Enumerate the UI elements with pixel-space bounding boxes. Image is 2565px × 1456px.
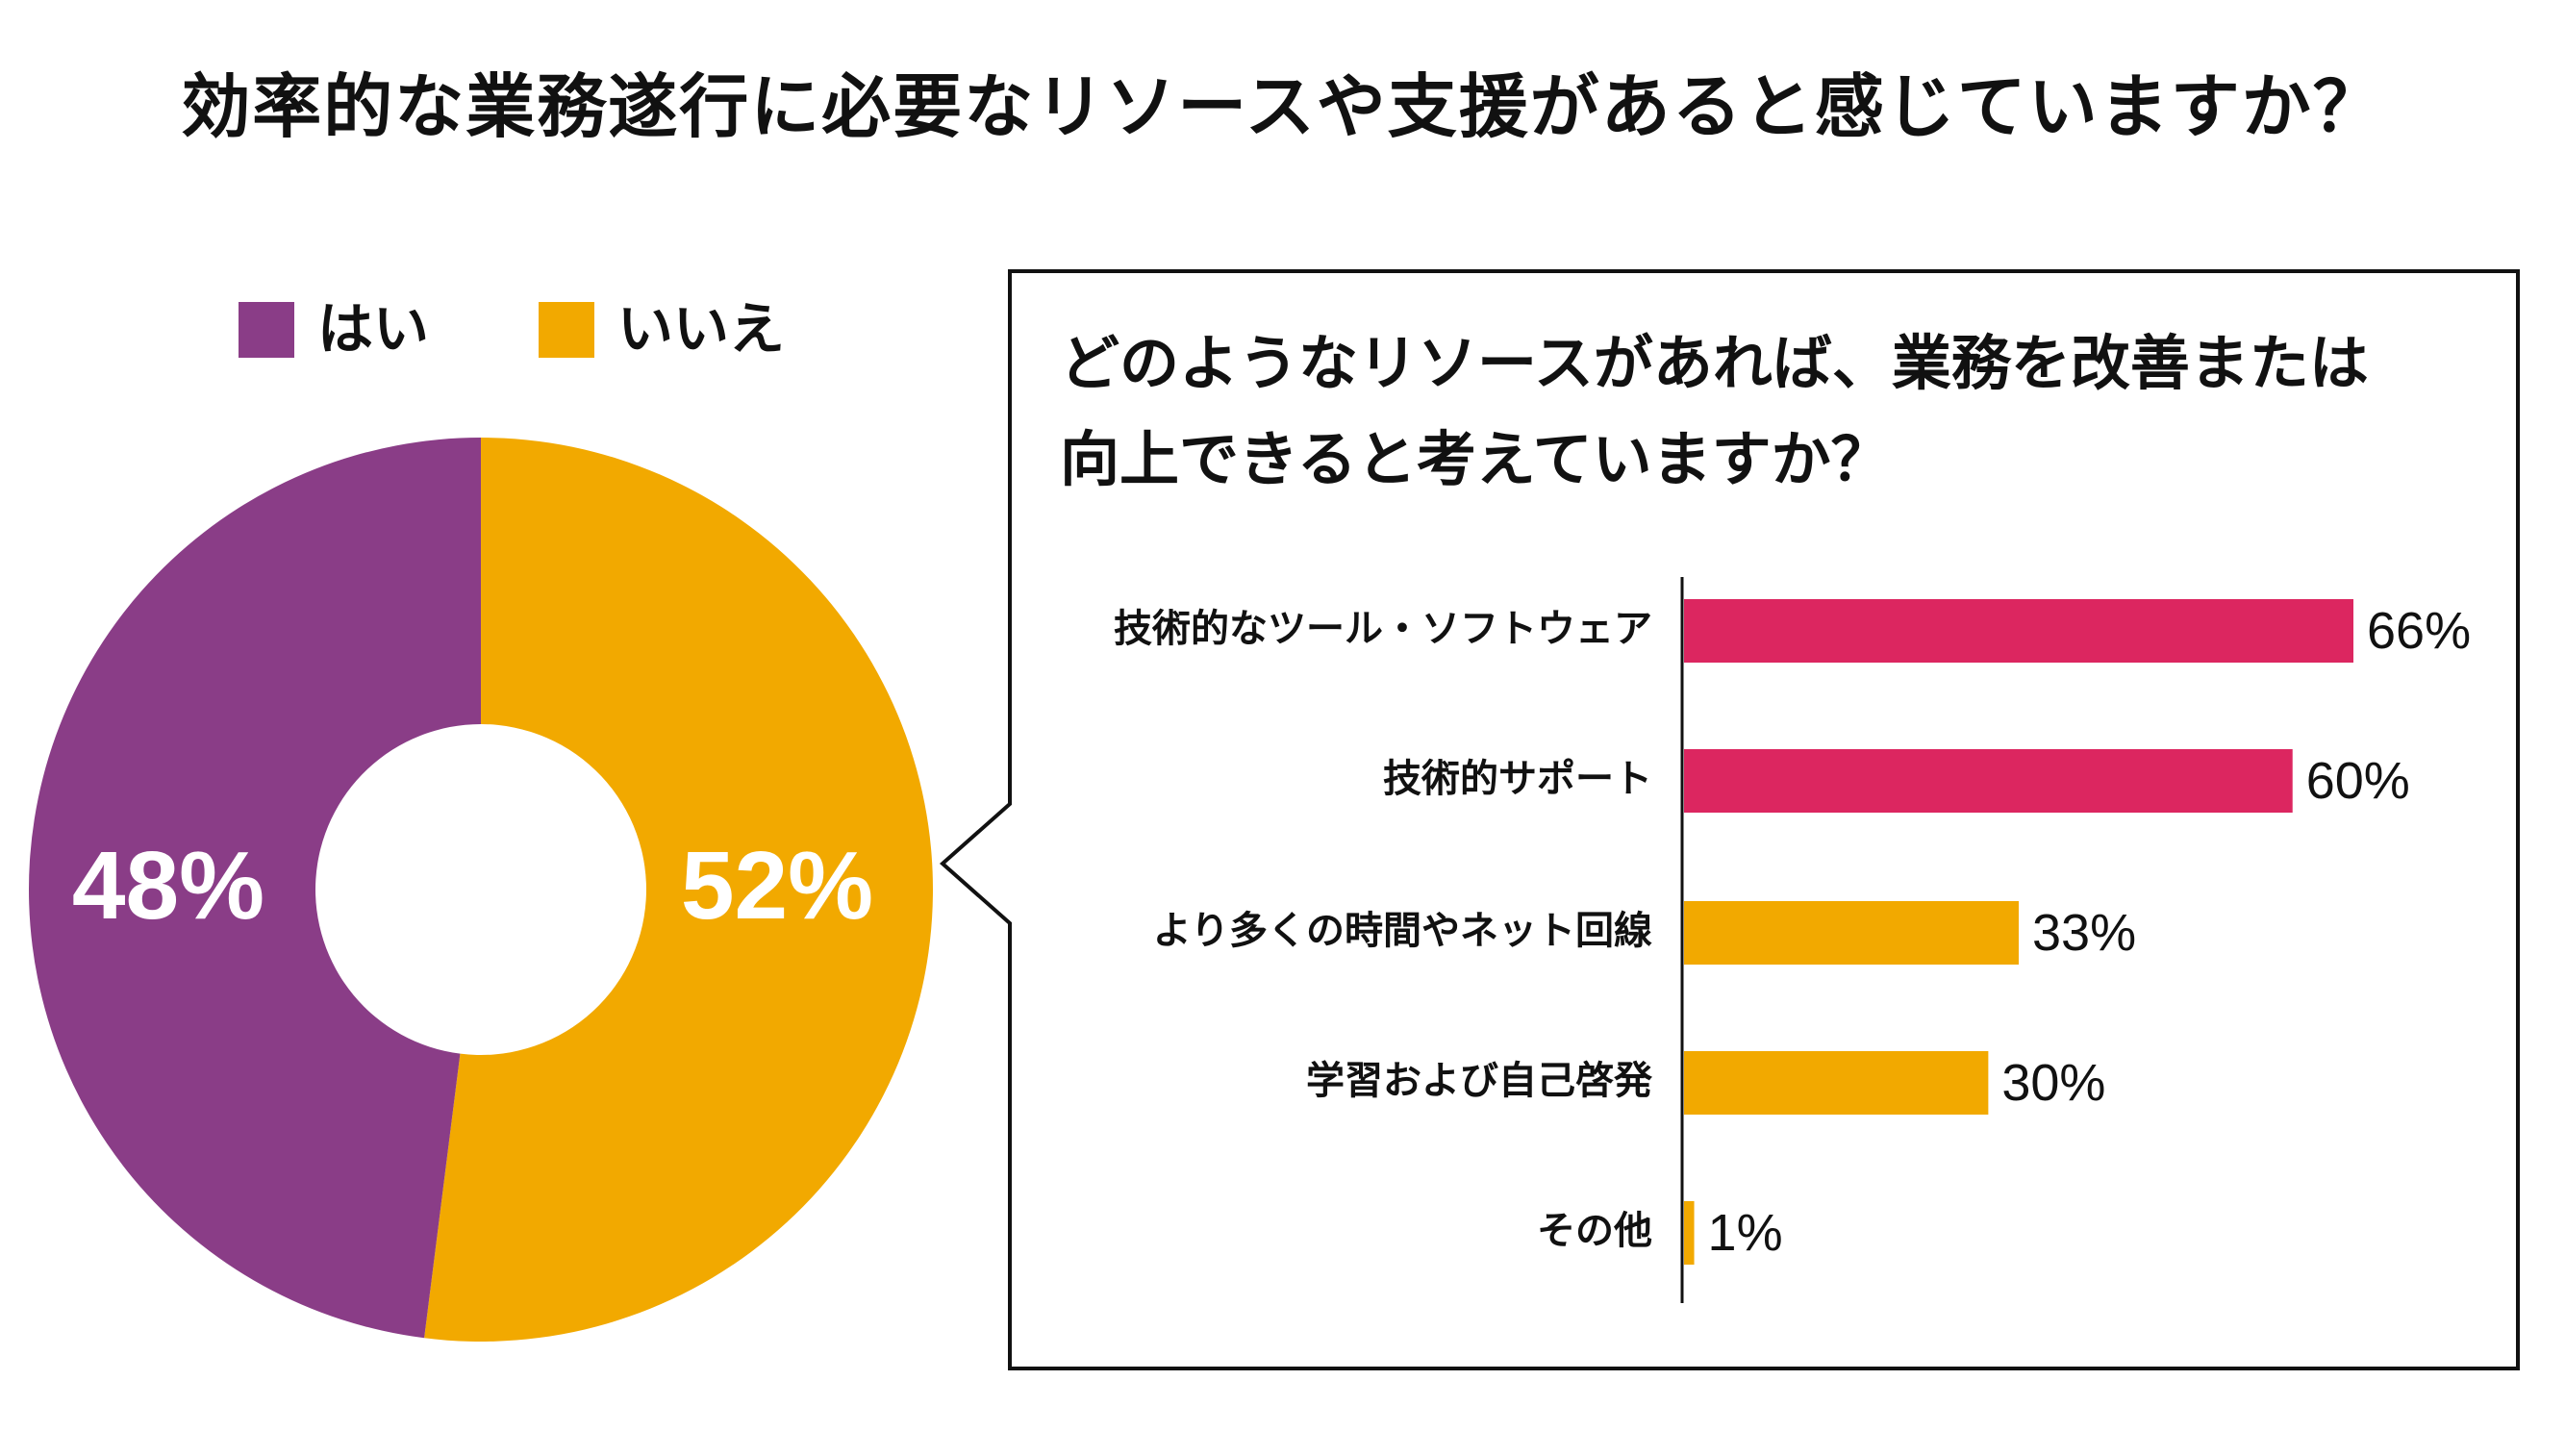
legend-label-no: いいえ xyxy=(617,296,786,362)
bar-category-label-5: その他 xyxy=(1537,1209,1652,1253)
panel-title-line-2: 向上できると考えていますか？ xyxy=(1060,424,1891,494)
bar-3 xyxy=(1684,901,2019,965)
bar-value-label-2: 60% xyxy=(2305,752,2410,810)
bar-4 xyxy=(1684,1051,1989,1115)
bar-category-label-4: 学習および自己啓発 xyxy=(1306,1059,1652,1103)
panel-title: どのようなリソースがあれば、業務を改善または 向上できると考えていますか？ xyxy=(1060,315,2502,508)
bar-value-label-1: 66% xyxy=(2367,602,2472,660)
bar-category-label-3: より多くの時間やネット回線 xyxy=(1152,909,1652,953)
panel-title-line-1: どのようなリソースがあれば、業務を改善または xyxy=(1060,328,2369,398)
bar-1 xyxy=(1684,599,2353,663)
donut-slice-no xyxy=(424,438,933,1342)
donut-slice-yes xyxy=(28,438,482,1339)
bar-value-label-4: 30% xyxy=(2001,1054,2106,1112)
slice-label-yes: 48% xyxy=(72,832,264,940)
bar-category-label-2: 技術的サポート xyxy=(1383,757,1652,801)
legend-label-yes: はい xyxy=(317,296,430,362)
bar-2 xyxy=(1684,749,2293,813)
legend-swatch-yes xyxy=(239,302,294,358)
bar-category-label-1: 技術的なツール・ソフトウェア xyxy=(1114,607,1652,651)
bar-value-label-3: 33% xyxy=(2032,904,2137,962)
callout-frame xyxy=(939,269,2520,1370)
legend-swatch-no xyxy=(539,302,594,358)
bar-5 xyxy=(1684,1201,1695,1265)
slice-label-no: 52% xyxy=(681,832,873,940)
bar-value-label-5: 1% xyxy=(1707,1204,1783,1262)
main-title: 効率的な業務遂行に必要なリソースや支援があると感じていますか？ xyxy=(181,66,2384,147)
